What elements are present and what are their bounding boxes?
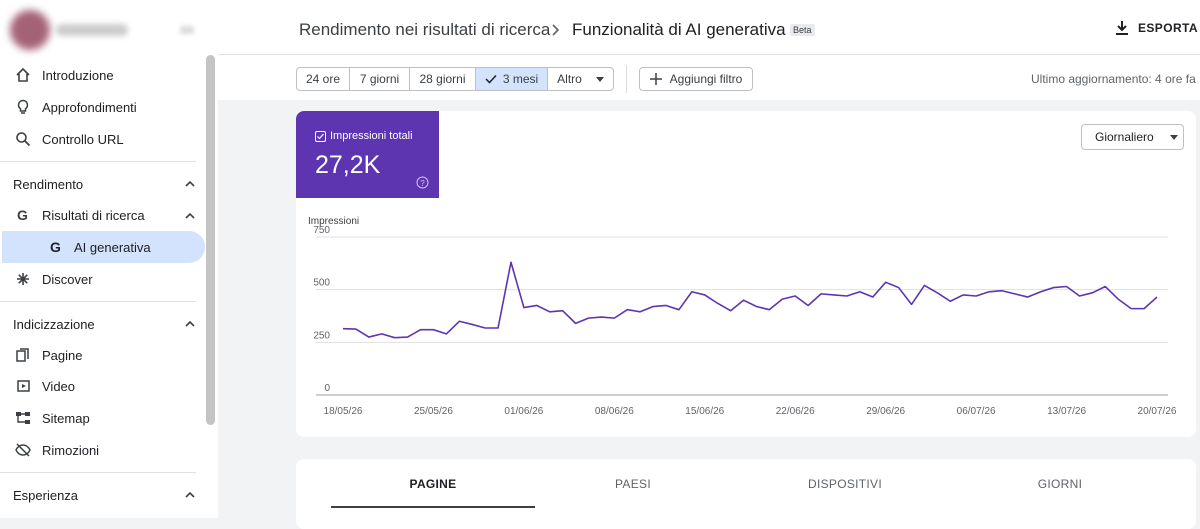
tab-indicator: [331, 506, 535, 508]
data-line: [342, 261, 1158, 339]
page-title: Funzionalità di AI generativa: [572, 20, 786, 39]
nav-label: Discover: [42, 271, 93, 287]
x-tick-label: 22/06/26: [776, 406, 815, 417]
y-tick-label: 750: [313, 225, 330, 236]
section-title[interactable]: Rendimento: [13, 177, 84, 192]
y-axis-label: Impressioni: [308, 216, 359, 227]
range-button-selected[interactable]: 3 mesi: [475, 67, 548, 91]
last-update: Ultimo aggiornamento: 4 ore fa: [1031, 72, 1196, 86]
collapse-icon[interactable]: [184, 319, 196, 329]
metric-value: 27,2K: [315, 151, 381, 179]
x-tick-label: 18/05/26: [324, 406, 363, 417]
x-tick-label: 29/06/26: [866, 406, 905, 417]
granularity-label: Giornaliero: [1095, 130, 1154, 144]
nav-item[interactable]: Pagine: [0, 339, 205, 371]
scrollbar[interactable]: [206, 55, 215, 425]
sidebar: Introduzione Approfondimenti Controllo U…: [0, 0, 218, 518]
breadcrumb[interactable]: Rendimento nei risultati di ricerca: [299, 20, 551, 39]
nav-item[interactable]: Rimozioni: [0, 434, 205, 466]
collapse-icon[interactable]: [184, 179, 196, 189]
range-button[interactable]: 28 giorni: [409, 67, 476, 91]
nav-item[interactable]: G Risultati di ricerca: [0, 199, 205, 231]
nav-label: Approfondimenti: [42, 99, 137, 115]
nav-label: Sitemap: [42, 410, 90, 426]
divider: [0, 301, 196, 302]
account-menu: [180, 26, 194, 34]
nav-label: AI generativa: [74, 239, 151, 255]
x-tick-label: 25/05/26: [414, 406, 453, 417]
export-icon[interactable]: [1115, 20, 1129, 36]
collapse-icon[interactable]: [184, 490, 196, 500]
nav-label: Controllo URL: [42, 131, 124, 147]
range-dropdown[interactable]: Altro: [547, 67, 614, 91]
add-filter-button[interactable]: Aggiungi filtro: [639, 67, 753, 91]
tab[interactable]: PAESI: [615, 477, 651, 491]
help-icon[interactable]: ?: [416, 176, 429, 189]
plus-icon: [649, 73, 662, 85]
x-tick-label: 06/07/26: [957, 406, 996, 417]
header: Rendimento nei risultati di ricerca Funz…: [218, 0, 1200, 55]
x-tick-label: 15/06/26: [685, 406, 724, 417]
range-label: 3 mesi: [502, 72, 539, 86]
y-tick-label: 0: [324, 383, 330, 394]
metric-label: Impressioni totali: [330, 130, 413, 142]
granularity-dropdown[interactable]: Giornaliero: [1081, 124, 1184, 150]
nav-label: Risultati di ricerca: [42, 207, 145, 223]
tab[interactable]: DISPOSITIVI: [808, 477, 882, 491]
svg-text:G: G: [17, 207, 28, 223]
dropdown-arrow: [1169, 134, 1178, 140]
export-button[interactable]: ESPORTA: [1138, 21, 1198, 35]
nav-label: Video: [42, 378, 76, 394]
x-tick-label: 01/06/26: [504, 406, 543, 417]
metric-checkbox[interactable]: [315, 131, 326, 142]
account-name: [56, 24, 128, 36]
collapse-icon[interactable]: [184, 211, 196, 221]
nav-item-selected[interactable]: G AI generativa: [2, 231, 205, 263]
breadcrumb-separator: [552, 24, 560, 36]
line-chart: Impressioni 0 250 500 750 18/05/26 25/05/26 01…: [308, 216, 1177, 417]
nav-item[interactable]: Controllo URL: [0, 123, 205, 155]
table-card: [296, 459, 1196, 529]
nav-item[interactable]: Introduzione: [0, 59, 205, 91]
range-label: Altro: [557, 72, 582, 86]
y-tick-label: 500: [313, 278, 330, 289]
check-icon: [485, 74, 497, 84]
separator: [626, 65, 627, 93]
x-tick-label: 08/06/26: [595, 406, 634, 417]
nav-label: Introduzione: [42, 67, 114, 83]
divider: [0, 472, 196, 473]
tab-selected[interactable]: PAGINE: [409, 477, 457, 491]
chart-card: [296, 111, 1196, 437]
range-button[interactable]: 7 giorni: [349, 67, 410, 91]
x-tick-label: 13/07/26: [1047, 406, 1086, 417]
section-title[interactable]: Indicizzazione: [13, 317, 95, 332]
nav-item[interactable]: Discover: [0, 263, 205, 295]
divider: [0, 161, 196, 162]
dropdown-arrow: [595, 76, 604, 82]
section-title[interactable]: Esperienza: [13, 488, 79, 503]
beta-badge: Beta: [790, 24, 815, 36]
svg-text:?: ?: [420, 179, 425, 188]
range-button[interactable]: 24 ore: [296, 67, 350, 91]
y-tick-label: 250: [313, 330, 330, 341]
nav-item[interactable]: Video: [0, 370, 205, 402]
nav-label: Pagine: [42, 347, 83, 363]
x-tick-label: 20/07/26: [1138, 406, 1177, 417]
tab[interactable]: GIORNI: [1037, 477, 1083, 491]
nav-item[interactable]: Approfondimenti: [0, 91, 205, 123]
nav-item[interactable]: Sitemap: [0, 402, 205, 434]
account-avatar: [10, 10, 50, 50]
add-filter-label: Aggiungi filtro: [669, 72, 743, 86]
nav-label: Rimozioni: [42, 442, 100, 458]
svg-text:G: G: [50, 239, 61, 255]
metric-tile[interactable]: Impressioni totali 27,2K ?: [296, 111, 439, 198]
